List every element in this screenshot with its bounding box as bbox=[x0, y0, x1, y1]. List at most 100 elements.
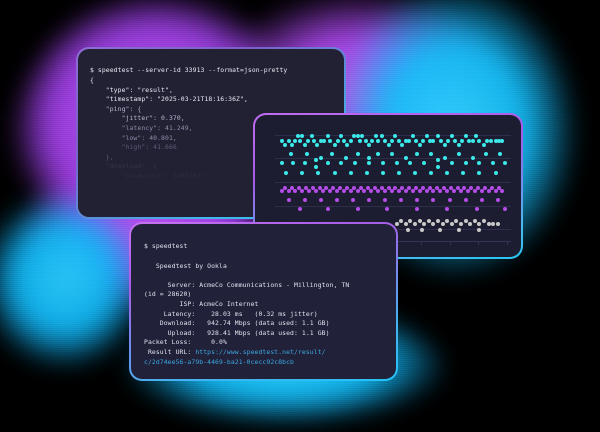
chart-data-point-upload bbox=[445, 207, 450, 212]
chart-data-point-download bbox=[348, 138, 353, 143]
chart-data-point-latency bbox=[413, 222, 417, 227]
chart-data-point-download bbox=[488, 138, 493, 143]
chart-data-point-upload bbox=[463, 197, 468, 202]
chart-data-point-download bbox=[314, 157, 319, 162]
chart-data-point-download bbox=[302, 161, 307, 166]
chart-data-point-download bbox=[493, 138, 498, 143]
chart-data-point-latency bbox=[456, 228, 461, 233]
chart-data-point-download bbox=[322, 138, 327, 143]
json-line: "timestamp": "2025-03-21T18:16:36Z", bbox=[105, 95, 248, 104]
chart-data-point-download bbox=[436, 157, 440, 162]
chart-data-point-download bbox=[376, 151, 381, 156]
chart-data-point-upload bbox=[325, 207, 330, 212]
chart-data-point-upload bbox=[293, 189, 298, 194]
chart-data-point-upload bbox=[383, 189, 388, 194]
chart-data-point-upload bbox=[318, 197, 323, 202]
chart-data-point-upload bbox=[307, 189, 312, 194]
chart-data-point-download bbox=[422, 161, 427, 166]
chart-data-point-download bbox=[407, 138, 412, 143]
chart-x-tick bbox=[478, 241, 480, 245]
chart-data-point-upload bbox=[348, 189, 353, 194]
chart-data-point-download bbox=[284, 170, 289, 175]
chart-data-point-download bbox=[470, 138, 475, 143]
chart-data-point-latency bbox=[438, 228, 443, 233]
chart-data-point-download bbox=[429, 170, 434, 175]
chart-data-point-upload bbox=[302, 197, 307, 202]
chart-data-point-latency bbox=[394, 222, 399, 227]
chart-data-point-download bbox=[315, 143, 320, 148]
chart-data-point-download bbox=[400, 143, 405, 148]
chart-data-point-download bbox=[463, 161, 468, 166]
terminal-window-speedtest-result[interactable]: $ speedtest Speedtest by Ookla Server: A… bbox=[129, 222, 398, 381]
result-url-link[interactable]: c/2d74ee56-a79b-4469-ba21-0cecc92c8bcb bbox=[144, 357, 295, 366]
chart-data-point-download bbox=[410, 133, 415, 138]
chart-data-point-latency bbox=[459, 222, 463, 227]
background-blob-cyan-left bbox=[0, 190, 150, 390]
chart-data-point-download bbox=[370, 138, 375, 143]
chart-data-point-upload bbox=[407, 185, 412, 190]
chart-data-point-upload bbox=[314, 189, 319, 194]
chart-data-point-download bbox=[463, 133, 468, 138]
chart-data-point-latency bbox=[495, 222, 500, 227]
chart-data-point-latency bbox=[477, 228, 482, 233]
chart-x-tick bbox=[420, 241, 422, 245]
chart-data-point-download bbox=[473, 133, 478, 138]
chart-data-point-download bbox=[330, 151, 335, 156]
chart-data-point-download bbox=[335, 138, 340, 143]
chart-data-point-download bbox=[352, 133, 357, 138]
chart-data-point-upload bbox=[495, 197, 500, 202]
chart-data-point-upload bbox=[286, 189, 291, 194]
chart-gridline bbox=[275, 158, 511, 160]
chart-data-point-download bbox=[482, 143, 486, 148]
chart-data-point-upload bbox=[367, 197, 371, 202]
chart-data-point-upload bbox=[448, 185, 453, 190]
chart-data-point-latency bbox=[422, 222, 427, 227]
result-url-link[interactable]: https://www.speedtest.net/result/ bbox=[195, 347, 326, 356]
chart-data-point-download bbox=[332, 143, 337, 148]
terminal-result-body: $ speedtest Speedtest by Ookla Server: A… bbox=[131, 224, 396, 379]
chart-gridline bbox=[275, 134, 511, 136]
chart-data-point-upload bbox=[399, 197, 404, 202]
chart-data-point-upload bbox=[441, 185, 446, 190]
chart-data-point-download bbox=[339, 133, 344, 138]
chart-data-point-upload bbox=[334, 197, 339, 202]
chart-data-point-download bbox=[380, 161, 385, 166]
result-line: $ speedtest bbox=[144, 242, 188, 251]
chart-data-point-latency bbox=[399, 218, 404, 223]
chart-data-point-download bbox=[286, 138, 291, 143]
json-line: { bbox=[90, 75, 94, 84]
result-line: Speedtest by Ookla bbox=[144, 261, 227, 270]
chart-data-point-upload bbox=[490, 185, 495, 190]
chart-data-point-download bbox=[439, 138, 444, 143]
chart-data-point-download bbox=[453, 138, 458, 143]
json-line: "type": "result", bbox=[105, 85, 173, 94]
chart-data-point-upload bbox=[415, 197, 420, 202]
chart-data-point-download bbox=[414, 138, 419, 143]
chart-data-point-upload bbox=[324, 185, 329, 190]
chart-data-point-upload bbox=[414, 185, 419, 190]
chart-data-point-download bbox=[484, 151, 489, 156]
chart-data-point-upload bbox=[417, 189, 422, 194]
chart-data-point-download bbox=[318, 156, 323, 161]
chart-data-point-download bbox=[376, 138, 381, 143]
chart-data-point-download bbox=[355, 133, 360, 138]
chart-data-point-upload bbox=[421, 185, 426, 190]
chart-data-point-upload bbox=[300, 189, 305, 194]
chart-data-point-upload bbox=[502, 207, 507, 212]
chart-data-point-download bbox=[367, 143, 371, 148]
chart-data-point-download bbox=[446, 138, 451, 143]
chart-data-point-upload bbox=[459, 189, 463, 194]
chart-data-point-download bbox=[460, 138, 465, 143]
chart-data-point-download bbox=[373, 133, 378, 138]
chart-data-point-latency bbox=[482, 218, 486, 223]
chart-data-point-upload bbox=[400, 185, 405, 190]
chart-data-point-upload bbox=[355, 189, 360, 194]
chart-data-point-upload bbox=[469, 185, 474, 190]
json-line: "jitter": 0.370, bbox=[121, 114, 185, 123]
result-line: Result URL: bbox=[144, 347, 196, 356]
chart-data-point-upload bbox=[390, 189, 394, 194]
chart-data-point-download bbox=[339, 161, 344, 166]
chart-data-point-upload bbox=[334, 189, 339, 194]
chart-data-point-upload bbox=[385, 207, 390, 212]
